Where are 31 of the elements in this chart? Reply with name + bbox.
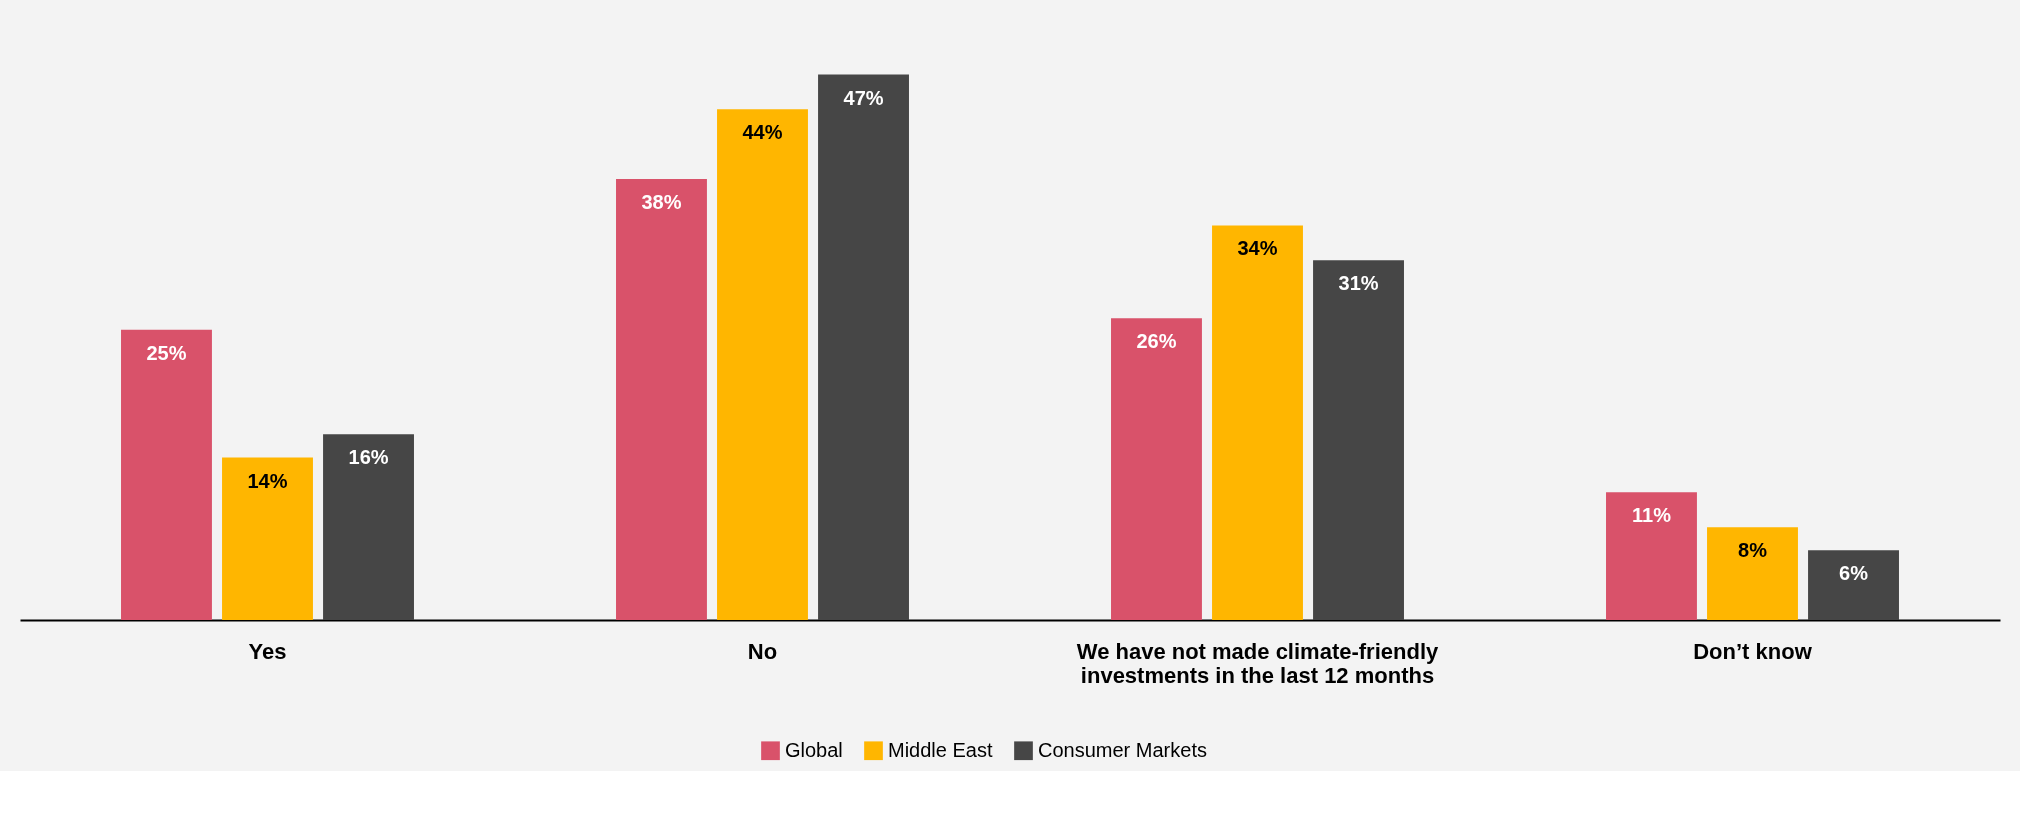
x-tick-label: Don’t know: [1693, 639, 1813, 664]
bar: [1212, 225, 1303, 620]
legend-label: Global: [785, 738, 843, 761]
legend-label: Middle East: [888, 738, 993, 761]
data-label: 47%: [843, 86, 884, 109]
x-tick-label: No: [747, 639, 778, 664]
bar: [1313, 260, 1404, 620]
data-label: 11%: [1632, 504, 1672, 527]
x-tick-label: Yes: [248, 639, 287, 664]
data-label: 16%: [348, 446, 389, 469]
bar: [222, 457, 313, 620]
x-tick-label: We have not made climate-friendly investments in the last 12 months: [1076, 639, 1439, 688]
data-label: 38%: [641, 190, 682, 213]
bar: [1808, 550, 1899, 620]
data-label: 44%: [742, 121, 783, 144]
bar: [121, 329, 212, 620]
data-label: 25%: [146, 341, 187, 364]
bar: [1111, 318, 1202, 620]
bar: [1707, 527, 1798, 620]
data-label: 6%: [1839, 562, 1869, 585]
bar: [818, 74, 909, 620]
data-label: 26%: [1136, 330, 1177, 353]
data-label: 31%: [1338, 272, 1379, 295]
legend-label: Consumer Markets: [1038, 738, 1207, 761]
bar: [1606, 492, 1697, 620]
data-label: 34%: [1237, 237, 1278, 260]
bar: [717, 109, 808, 620]
data-label: 8%: [1738, 539, 1768, 562]
data-label: 14%: [247, 469, 288, 492]
bar: [323, 434, 414, 620]
bar: [616, 178, 707, 620]
